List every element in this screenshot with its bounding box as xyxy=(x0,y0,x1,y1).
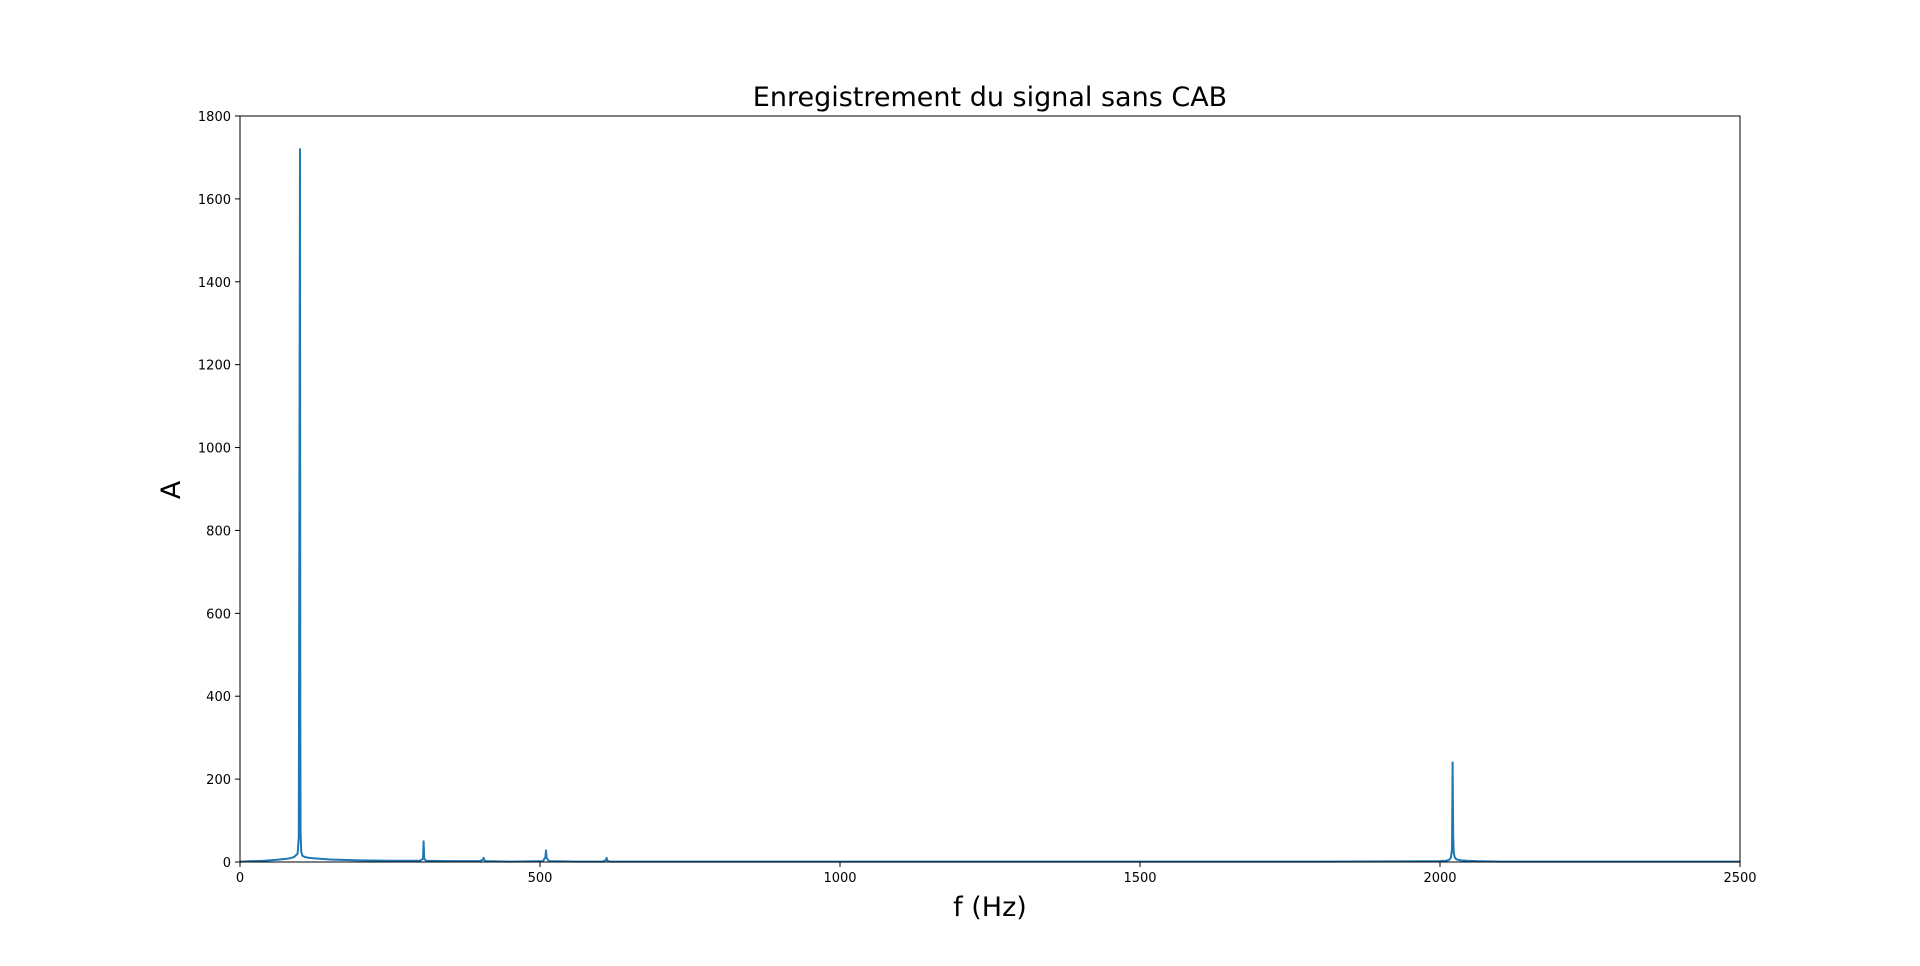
x-tick-label: 2000 xyxy=(1423,871,1456,886)
series-line-1 xyxy=(239,148,1740,863)
x-tick-label: 500 xyxy=(528,871,553,886)
x-tick-label: 1000 xyxy=(823,871,856,886)
y-axis-label: A xyxy=(156,480,187,499)
y-tick-label: 400 xyxy=(206,690,231,705)
y-tick-label: 0 xyxy=(223,856,231,871)
y-axis-ticks: 0 200 400 600 800 1000 1200 1400 1600 1800 xyxy=(198,110,240,871)
y-tick-label: 1000 xyxy=(198,442,231,457)
plot-layer xyxy=(239,148,1740,863)
x-axis-label: f (Hz) xyxy=(953,892,1027,923)
x-tick-label: 1500 xyxy=(1123,871,1156,886)
y-tick-label: 1400 xyxy=(198,276,231,291)
y-tick-label: 1800 xyxy=(198,110,231,125)
y-tick-label: 1600 xyxy=(198,193,231,208)
x-axis-ticks: 0 500 1000 1500 2000 2500 xyxy=(236,862,1757,886)
y-tick-label: 1200 xyxy=(198,359,231,374)
x-tick-label: 2500 xyxy=(1723,871,1756,886)
y-tick-label: 600 xyxy=(206,607,231,622)
x-tick-label: 0 xyxy=(236,871,244,886)
y-tick-label: 800 xyxy=(206,524,231,539)
chart-title: Enregistrement du signal sans CAB xyxy=(753,82,1227,113)
axes-frame xyxy=(239,115,1741,863)
y-tick-label: 200 xyxy=(206,773,231,788)
